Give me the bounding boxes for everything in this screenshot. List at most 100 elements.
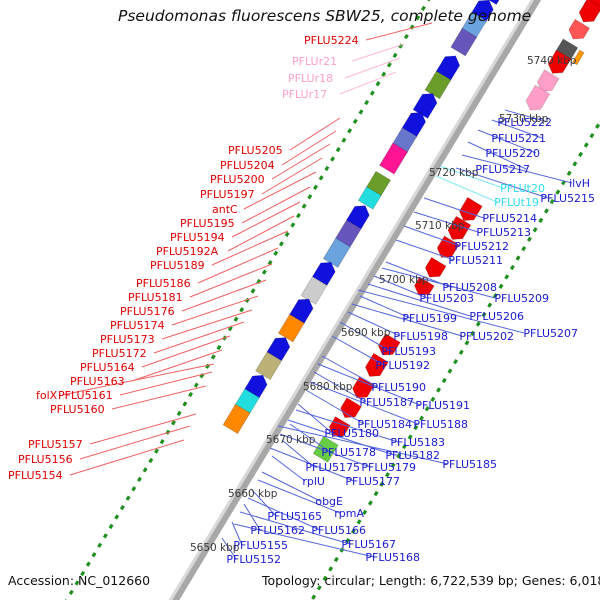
gene-label[interactable]: PFLU5224 xyxy=(304,34,359,47)
gene-label[interactable]: PFLUr21 xyxy=(292,55,338,68)
gene-feature[interactable] xyxy=(222,403,251,435)
gene-label[interactable]: PFLU5213 xyxy=(476,226,531,239)
gene-label[interactable]: PFLU5193 xyxy=(381,345,436,358)
gene-label[interactable]: PFLU5191 xyxy=(415,399,470,412)
gene-feature[interactable] xyxy=(338,397,363,422)
gene-feature[interactable] xyxy=(566,18,591,43)
gene-label[interactable]: PFLU5176 xyxy=(120,305,175,318)
gene-label[interactable]: PFLU5206 xyxy=(469,310,524,323)
gene-label[interactable]: PFLU5189 xyxy=(150,259,205,272)
gene-label[interactable]: PFLUr18 xyxy=(288,72,334,85)
gene-label[interactable]: PFLU5205 xyxy=(228,144,283,157)
gene-label[interactable]: PFLU5199 xyxy=(402,312,457,325)
gene-feature[interactable] xyxy=(311,258,338,287)
gene-label[interactable]: PFLU5179 xyxy=(361,461,416,474)
gene-label[interactable]: PFLU5181 xyxy=(128,291,183,304)
gene-label[interactable]: PFLU5214 xyxy=(482,212,537,225)
gene-label[interactable]: PFLU5180 xyxy=(324,427,379,440)
gene-label[interactable]: PFLU5182 xyxy=(385,449,440,462)
gene-feature[interactable] xyxy=(456,196,483,225)
gene-feature[interactable] xyxy=(445,215,472,244)
gene-label[interactable]: PFLU5204 xyxy=(220,159,275,172)
gene-label[interactable]: PFLU5161 xyxy=(58,389,113,402)
gene-label[interactable]: PFLU5155 xyxy=(233,539,288,552)
gene-feature[interactable] xyxy=(412,89,440,120)
gene-label[interactable]: PFLUt20 xyxy=(500,182,545,195)
gene-label[interactable]: ilvH xyxy=(569,177,590,190)
gene-label[interactable]: PFLU5209 xyxy=(494,292,549,305)
gene-label[interactable]: folX xyxy=(36,389,58,402)
gene-label[interactable]: PFLU5184 xyxy=(357,418,412,431)
gene-label[interactable]: PFLU5215 xyxy=(540,192,595,205)
gene-label[interactable]: PFLU5172 xyxy=(92,347,147,360)
gene-feature[interactable] xyxy=(545,49,572,78)
gene-label[interactable]: PFLU5192A xyxy=(156,245,219,258)
gene-feature[interactable] xyxy=(357,186,382,210)
gene-label[interactable]: PFLU5194 xyxy=(170,231,225,244)
coordinate-tick-label: 5740 kbp xyxy=(527,55,577,67)
gene-label[interactable]: PFLU5163 xyxy=(70,375,125,388)
gene-label[interactable]: PFLU5222 xyxy=(497,116,552,129)
gene-label[interactable]: PFLU5167 xyxy=(341,538,396,551)
gene-label[interactable]: PFLUr17 xyxy=(282,88,328,101)
gene-label[interactable]: PFLU5190 xyxy=(371,381,426,394)
gene-label[interactable]: PFLU5183 xyxy=(390,436,445,449)
gene-label[interactable]: PFLU5202 xyxy=(459,330,514,343)
gene-feature[interactable] xyxy=(375,332,401,360)
coordinate-tick-label: 5670 kbp xyxy=(266,434,316,446)
gene-label[interactable]: PFLU5220 xyxy=(485,147,540,160)
gene-label[interactable]: PFLU5212 xyxy=(454,240,509,253)
gene-feature[interactable] xyxy=(450,27,478,57)
gene-label[interactable]: PFLU5211 xyxy=(448,254,503,267)
gene-label[interactable]: PFLU5165 xyxy=(267,510,322,523)
gene-label[interactable]: PFLU5198 xyxy=(393,330,448,343)
gene-feature[interactable] xyxy=(523,84,551,114)
gene-feature[interactable] xyxy=(379,142,409,175)
gene-feature-layer[interactable] xyxy=(222,0,600,463)
gene-label[interactable]: PFLU5207 xyxy=(523,327,578,340)
gene-label[interactable]: PFLU5156 xyxy=(18,453,73,466)
gene-label[interactable]: PFLU5186 xyxy=(136,277,191,290)
gene-label[interactable]: antC xyxy=(212,203,238,216)
gene-label[interactable]: PFLU5166 xyxy=(311,524,366,537)
gene-feature[interactable] xyxy=(266,333,293,362)
gene-feature[interactable] xyxy=(576,0,600,26)
gene-label[interactable]: obgE xyxy=(315,495,343,508)
gene-feature[interactable] xyxy=(362,352,389,381)
gene-label[interactable]: PFLU5208 xyxy=(442,281,497,294)
gene-label[interactable]: rplU xyxy=(302,475,325,488)
gene-feature[interactable] xyxy=(572,49,585,66)
gene-feature[interactable] xyxy=(277,313,305,343)
gene-label[interactable]: PFLU5217 xyxy=(475,163,530,176)
gene-label[interactable]: PFLU5195 xyxy=(180,217,235,230)
gene-label[interactable]: PFLU5154 xyxy=(8,469,63,482)
gene-label[interactable]: PFLUt19 xyxy=(494,196,539,209)
gene-label[interactable]: PFLU5192 xyxy=(375,359,430,372)
gene-label[interactable]: PFLU5203 xyxy=(419,292,474,305)
coordinate-tick-label: 5730 kbp xyxy=(499,113,549,125)
gene-label[interactable]: rpmA xyxy=(334,507,364,520)
gene-label[interactable]: PFLU5173 xyxy=(100,333,155,346)
gene-label[interactable]: PFLU5200 xyxy=(210,173,265,186)
gene-label[interactable]: PFLU5162 xyxy=(250,524,305,537)
gene-label[interactable]: PFLU5160 xyxy=(50,403,105,416)
gene-label[interactable]: PFLU5157 xyxy=(28,438,83,451)
gene-label[interactable]: PFLU5221 xyxy=(491,132,546,145)
gene-label[interactable]: PFLU5152 xyxy=(226,553,281,566)
gene-label[interactable]: PFLU5177 xyxy=(345,475,400,488)
page-title: Pseudomonas fluorescens SBW25, complete … xyxy=(118,7,532,25)
gene-label[interactable]: PFLU5178 xyxy=(321,446,376,459)
gene-label[interactable]: PFLU5164 xyxy=(80,361,135,374)
gene-feature[interactable] xyxy=(434,235,460,262)
gene-label[interactable]: PFLU5188 xyxy=(413,418,468,431)
gene-feature[interactable] xyxy=(534,69,560,96)
gene-label[interactable]: PFLU5168 xyxy=(365,551,420,564)
gene-feature[interactable] xyxy=(422,256,447,281)
gene-label[interactable]: PFLU5174 xyxy=(110,319,165,332)
gene-label[interactable]: PFLU5187 xyxy=(359,396,414,409)
gene-label[interactable]: PFLU5197 xyxy=(200,188,255,201)
gene-label[interactable]: PFLU5175 xyxy=(305,461,360,474)
gene-label[interactable]: PFLU5185 xyxy=(442,458,497,471)
label-leader-lines xyxy=(61,22,573,560)
